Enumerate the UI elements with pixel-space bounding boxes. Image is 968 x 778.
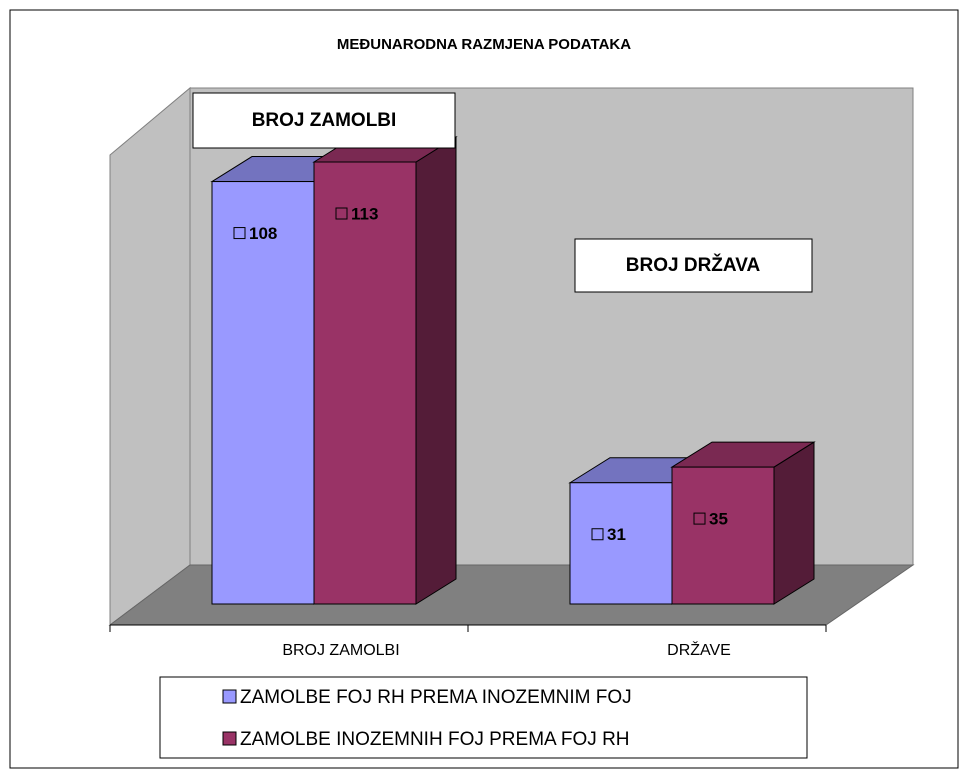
value-label-key xyxy=(335,207,348,220)
bar xyxy=(569,482,673,605)
legend-label: ZAMOLBE FOJ RH PREMA INOZEMNIM FOJ xyxy=(240,687,632,708)
value-label-key xyxy=(233,227,246,240)
x-tick-label: BROJ ZAMOLBI xyxy=(282,642,399,659)
bar xyxy=(313,161,417,605)
x-tick-label: DRŽAVE xyxy=(667,640,731,659)
bar-side xyxy=(773,441,815,605)
bars xyxy=(210,136,816,605)
value-label: 108 xyxy=(249,224,277,243)
bar xyxy=(211,181,315,605)
value-label-key xyxy=(693,512,706,525)
bar-side xyxy=(415,136,457,605)
value-label: 31 xyxy=(607,525,626,544)
bar xyxy=(671,466,775,605)
legend-label: ZAMOLBE INOZEMNIH FOJ PREMA FOJ RH xyxy=(240,729,630,750)
value-label-key xyxy=(591,528,604,541)
value-label: 113 xyxy=(351,204,378,223)
legend xyxy=(159,676,808,759)
legend-key xyxy=(222,689,237,704)
chart-title: MEĐUNARODNA RAZMJENA PODATAKA xyxy=(337,36,631,53)
annotation-box xyxy=(574,238,813,293)
annotation: BROJ DRŽAVA xyxy=(626,254,761,276)
value-label: 35 xyxy=(709,510,728,529)
annotation-box xyxy=(192,92,456,149)
annotation: BROJ ZAMOLBI xyxy=(252,110,397,131)
legend-key xyxy=(222,731,237,746)
side-wall xyxy=(109,86,191,626)
